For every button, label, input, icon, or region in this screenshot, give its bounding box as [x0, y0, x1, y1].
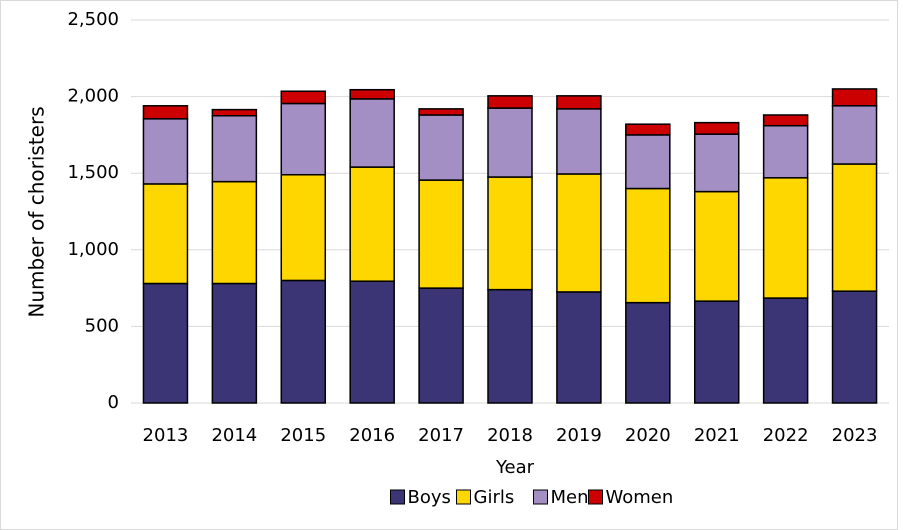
x-tick-label: 2021 — [694, 425, 740, 446]
bar-segment — [211, 180, 258, 285]
bar-segment — [625, 123, 671, 136]
bar-segment — [487, 176, 533, 291]
bar-segment — [418, 179, 464, 289]
bar-segment — [211, 115, 258, 183]
x-tick-label: 2013 — [143, 425, 189, 446]
legend-swatch — [456, 489, 471, 505]
x-tick-label: 2014 — [211, 425, 257, 446]
legend-swatch — [390, 489, 405, 505]
bar-segment — [211, 108, 258, 117]
bar-segment — [349, 280, 395, 404]
bar-segment — [280, 279, 327, 404]
x-tick-label: 2018 — [487, 425, 533, 446]
bar-segment — [211, 282, 258, 404]
y-tick-label: 1,000 — [67, 239, 119, 260]
bar-segment — [831, 105, 878, 165]
bar-segment — [693, 300, 740, 404]
x-tick-label: 2022 — [763, 425, 809, 446]
bar-segment — [142, 282, 189, 404]
bar-segment — [831, 290, 878, 404]
y-tick-label: 2,500 — [67, 9, 119, 30]
bar-segment — [831, 163, 878, 292]
x-tick-label: 2019 — [556, 425, 602, 446]
bar-segment — [487, 288, 533, 404]
y-tick-label: 0 — [108, 392, 119, 413]
bar-segment — [418, 108, 464, 116]
legend-swatch — [533, 489, 548, 505]
y-tick-label: 1,500 — [67, 162, 119, 183]
bar-segment — [418, 287, 464, 404]
x-tick-label: 2016 — [349, 425, 395, 446]
legend-label: Women — [606, 487, 674, 508]
bar-segment — [487, 107, 533, 178]
bar-segment — [142, 183, 189, 285]
bar-segment — [693, 133, 740, 193]
bar-segment — [142, 105, 189, 120]
bar-segment — [280, 90, 327, 105]
y-tick-label: 500 — [85, 315, 119, 336]
y-tick-label: 2,000 — [67, 86, 119, 107]
bar-segment — [142, 118, 189, 185]
bar-segment — [762, 124, 809, 179]
bar-segment — [693, 190, 740, 302]
bar-segment — [625, 134, 671, 190]
x-tick-label: 2023 — [832, 425, 878, 446]
legend-label: Men — [551, 487, 589, 508]
x-axis-label: Year — [495, 457, 535, 478]
bar-segment — [625, 187, 671, 304]
bar-segment — [556, 95, 602, 110]
bar-segment — [487, 95, 533, 109]
bar-segment — [762, 114, 809, 127]
bar-segment — [693, 121, 740, 135]
bar-segment — [418, 114, 464, 181]
bar-segment — [762, 297, 809, 404]
bar-segment — [762, 177, 809, 299]
x-tick-label: 2020 — [625, 425, 671, 446]
y-axis-label: Number of choristers — [25, 106, 49, 317]
bar-segment — [349, 98, 395, 168]
legend-label: Boys — [408, 487, 451, 508]
bar-segment — [556, 108, 602, 175]
legend-label: Girls — [474, 487, 515, 508]
legend-swatch — [588, 489, 603, 505]
bar-segment — [280, 173, 327, 282]
bar-segment — [625, 301, 671, 404]
bar-segment — [349, 166, 395, 282]
bar-segment — [556, 173, 602, 293]
bar-segment — [556, 291, 602, 404]
bar-segment — [349, 88, 395, 100]
x-tick-label: 2017 — [418, 425, 464, 446]
bar-segment — [831, 88, 878, 107]
bar-segment — [280, 102, 327, 176]
x-tick-label: 2015 — [280, 425, 326, 446]
